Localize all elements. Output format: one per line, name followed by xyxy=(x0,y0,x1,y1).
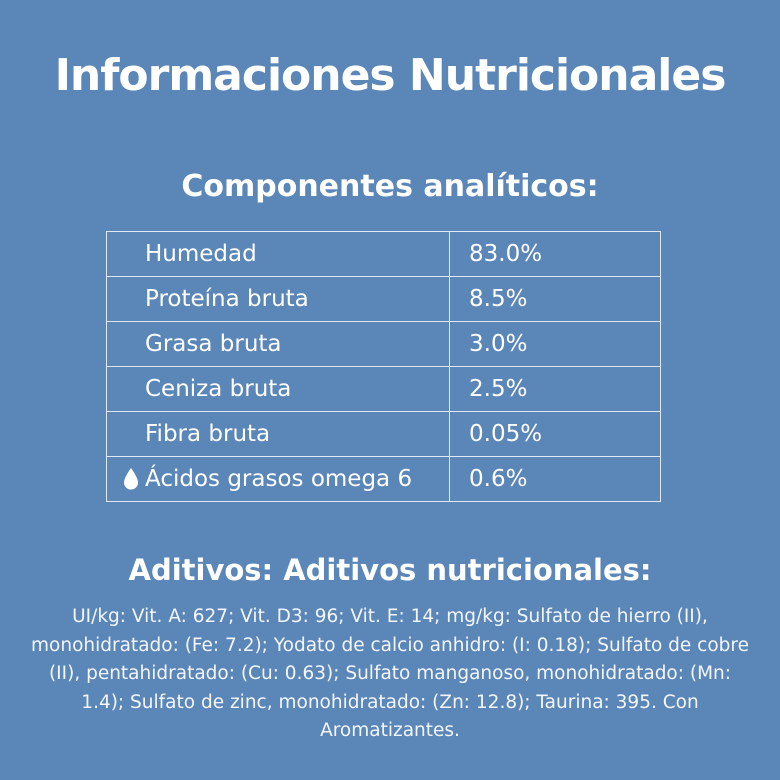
component-value: 2.5% xyxy=(449,366,661,412)
additives-text: UI/kg: Vit. A: 627; Vit. D3: 96; Vit. E:… xyxy=(31,606,749,741)
component-value: 3.0% xyxy=(449,321,661,367)
analytical-components-table: Humedad 83.0% Proteína bruta 8.5% Grasa … xyxy=(106,231,661,502)
component-name: Proteína bruta xyxy=(106,276,450,322)
component-name: Fibra bruta xyxy=(106,411,450,457)
component-name: Ácidos grasos omega 6 xyxy=(145,466,413,492)
component-name: Ceniza bruta xyxy=(106,366,450,412)
water-drop-icon xyxy=(124,468,138,490)
table-row: Proteína bruta 8.5% xyxy=(106,276,661,322)
table-row: Fibra bruta 0.05% xyxy=(106,411,661,457)
table-row: Ceniza bruta 2.5% xyxy=(106,366,661,412)
analytical-components-heading: Componentes analíticos: xyxy=(181,169,599,204)
component-value: 8.5% xyxy=(449,276,661,322)
page-title: Informaciones Nutricionales xyxy=(54,50,727,101)
table-row: Ácidos grasos omega 6 0.6% xyxy=(106,456,661,502)
component-value: 0.6% xyxy=(449,456,661,502)
table-row: Humedad 83.0% xyxy=(106,231,661,277)
component-name-with-icon: Ácidos grasos omega 6 xyxy=(106,456,450,502)
component-value: 83.0% xyxy=(449,231,661,277)
component-name: Humedad xyxy=(106,231,450,277)
table-row: Grasa bruta 3.0% xyxy=(106,321,661,367)
additives-heading: Aditivos: Aditivos nutricionales: xyxy=(128,553,652,587)
component-value: 0.05% xyxy=(449,411,661,457)
component-name: Grasa bruta xyxy=(106,321,450,367)
